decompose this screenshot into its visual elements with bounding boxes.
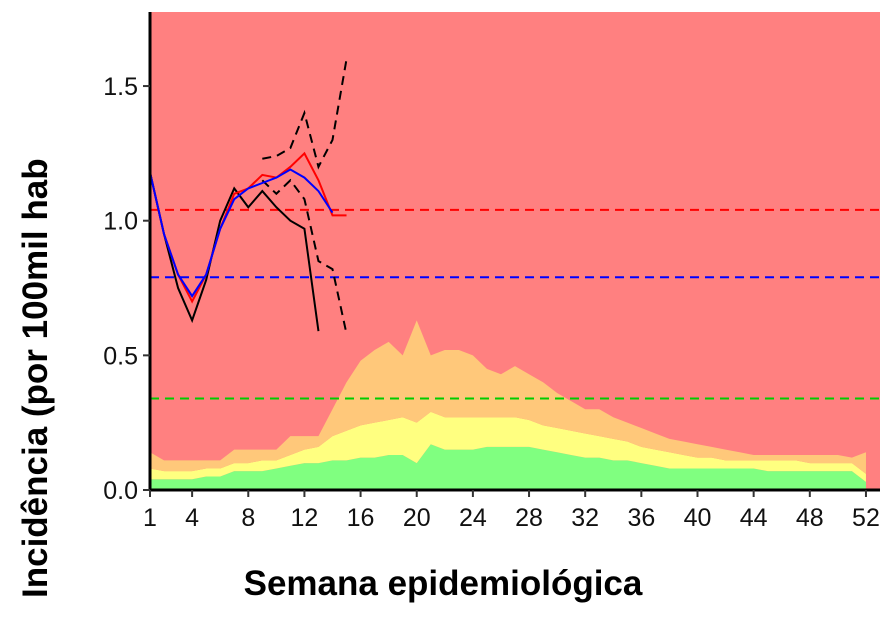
- x-tick-label: 28: [515, 504, 543, 532]
- y-tick-label: 1.5: [103, 73, 138, 101]
- y-tick-label: 1.0: [103, 208, 138, 236]
- x-tick-label: 20: [403, 504, 431, 532]
- x-tick-label: 44: [740, 504, 768, 532]
- area-band: [150, 320, 866, 474]
- x-tick-label: 36: [627, 504, 655, 532]
- interval-line: [261, 178, 348, 335]
- y-tick-label: 0.5: [103, 342, 138, 370]
- area-band: [150, 444, 866, 490]
- x-tick-label: 4: [185, 504, 199, 532]
- series-line: [149, 172, 320, 332]
- x-tick-label: 40: [684, 504, 712, 532]
- area-band: [150, 411, 866, 482]
- x-tick-label: 48: [796, 504, 824, 532]
- x-tick-label: 32: [571, 504, 599, 532]
- series-line: [149, 168, 334, 298]
- x-tick-label: 52: [852, 504, 880, 532]
- y-tick-label: 0.0: [103, 477, 138, 505]
- x-tick-label: 1: [143, 504, 157, 532]
- x-tick-label: 16: [347, 504, 375, 532]
- y-axis-title: Incidência (por 100mil hab: [16, 158, 55, 598]
- x-tick-label: 24: [459, 504, 487, 532]
- x-tick-label: 8: [241, 504, 255, 532]
- x-axis-title: Semana epidemiológica: [244, 564, 643, 603]
- interval-line: [262, 58, 348, 170]
- x-tick-label: 12: [291, 504, 319, 532]
